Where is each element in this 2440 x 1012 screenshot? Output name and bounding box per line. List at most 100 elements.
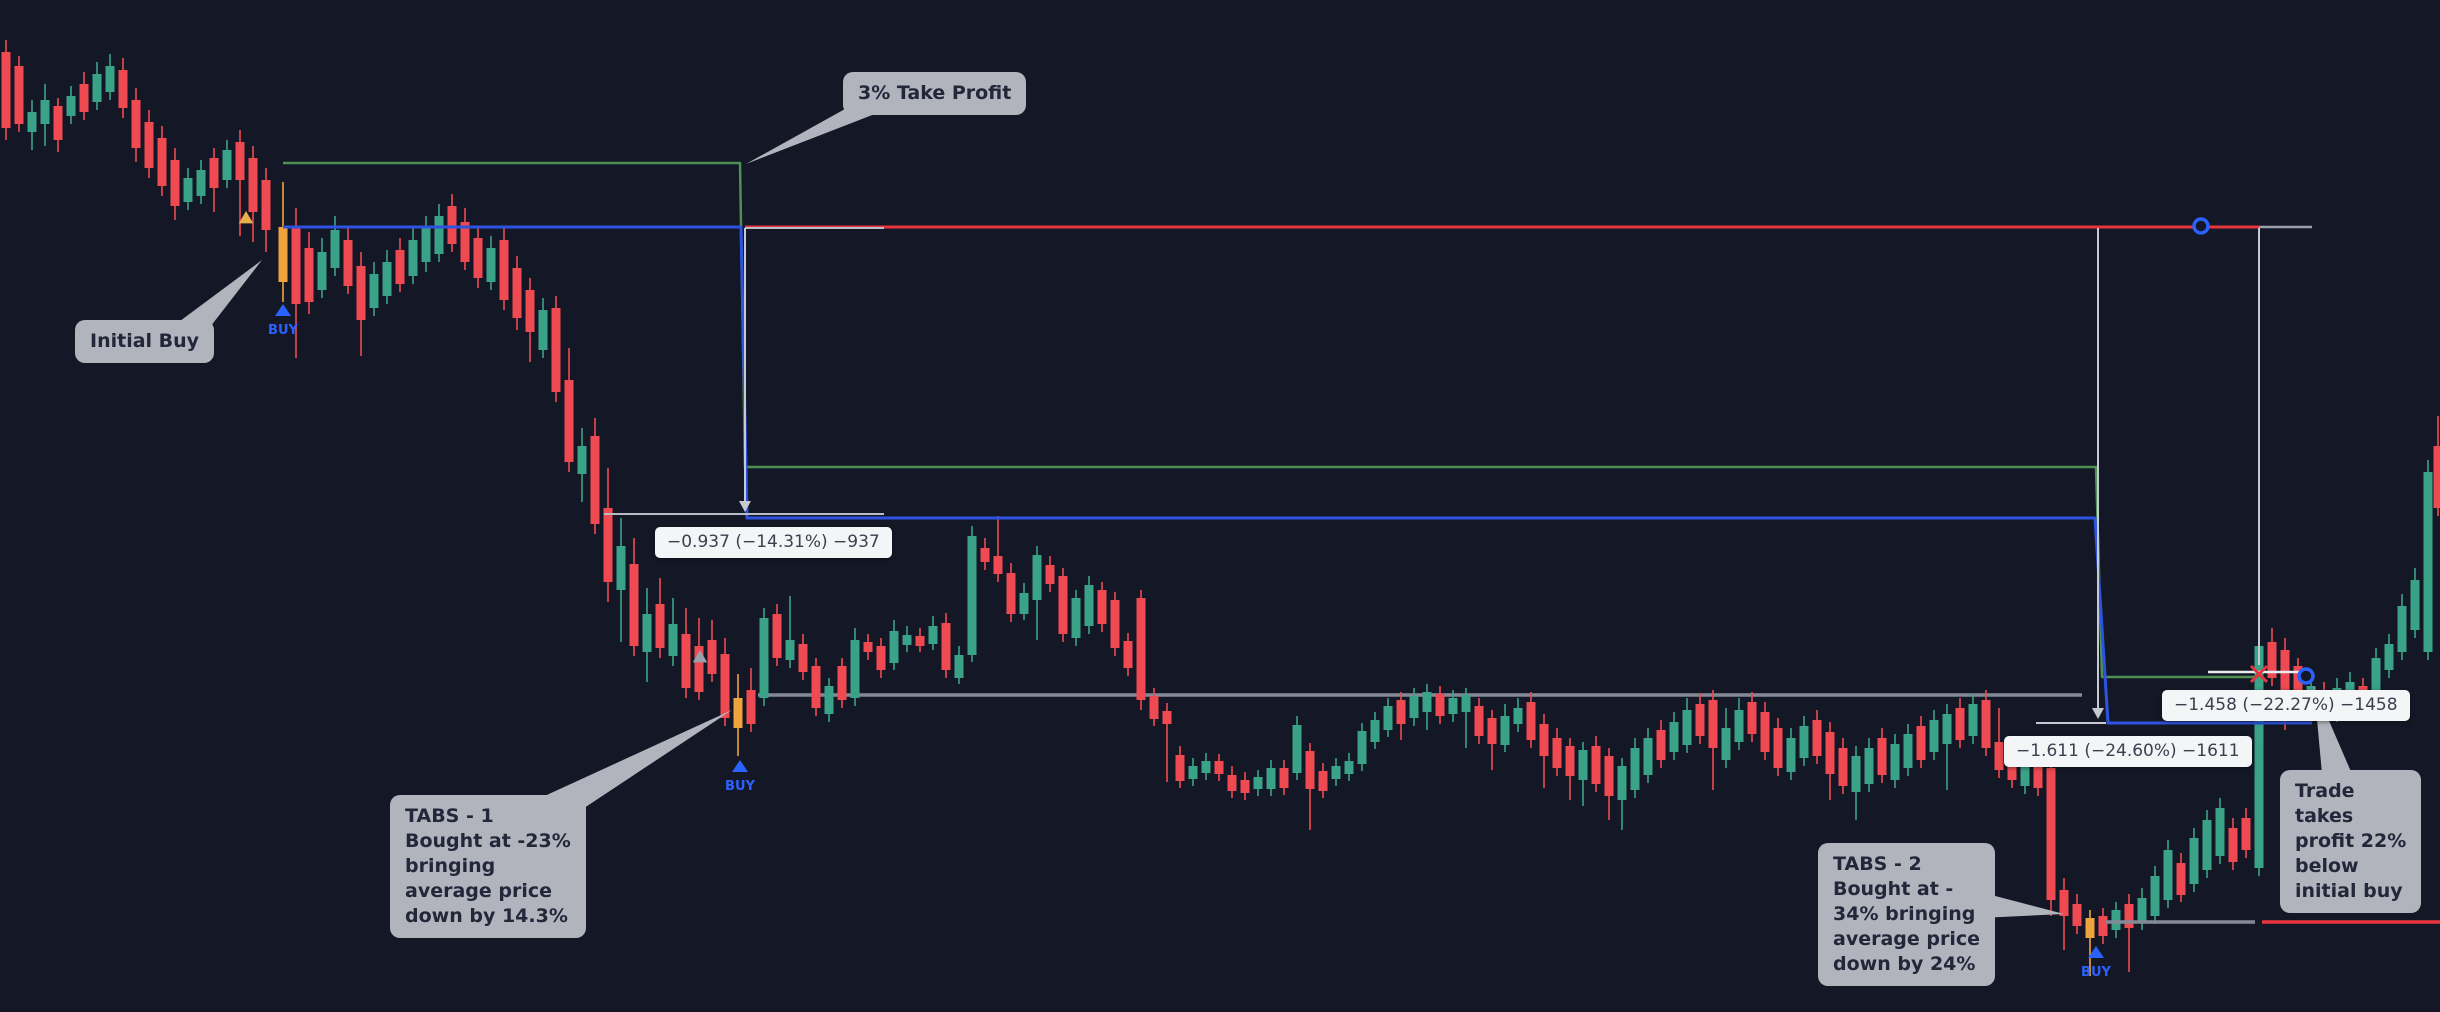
candle — [1370, 720, 1380, 742]
candle — [369, 274, 379, 308]
candle — [1409, 696, 1419, 718]
candle — [1318, 771, 1328, 791]
candle — [941, 623, 951, 670]
candle — [590, 436, 600, 524]
candle — [27, 112, 37, 132]
candle — [499, 240, 509, 300]
callout-trade-exit[interactable]: Trade takes profit 22% below initial buy — [2280, 770, 2422, 914]
candle — [902, 635, 912, 645]
candle — [1838, 748, 1848, 786]
measure1-arrowhead — [739, 501, 751, 512]
candle — [954, 655, 964, 678]
candle — [2410, 580, 2420, 630]
candle — [1487, 718, 1497, 744]
measure-label-1458[interactable]: −1.458 (−22.27%) −1458 — [2162, 690, 2410, 721]
candle — [1019, 593, 1029, 614]
candle — [434, 216, 444, 254]
candle — [733, 698, 743, 728]
candle — [66, 96, 76, 116]
average-price-line[interactable] — [283, 225, 2312, 725]
callout-initial-buy[interactable]: Initial Buy — [75, 320, 215, 364]
candle — [681, 634, 691, 688]
candle — [1175, 755, 1185, 781]
candle — [1565, 746, 1575, 776]
candle — [980, 548, 990, 562]
candle — [1500, 716, 1510, 745]
candle — [356, 266, 366, 320]
candle — [1890, 744, 1900, 780]
candle — [183, 178, 193, 202]
candle — [118, 70, 128, 108]
candle — [694, 646, 704, 692]
candle — [1448, 698, 1458, 714]
candle — [447, 206, 457, 244]
candle — [1474, 706, 1484, 736]
measure-label-1611[interactable]: −1.611 (−24.60%) −1611 — [2004, 736, 2252, 767]
candle — [1279, 768, 1289, 788]
candle — [1877, 738, 1887, 775]
candle — [1032, 555, 1042, 600]
candle — [92, 74, 102, 102]
candle — [278, 227, 288, 282]
candle — [382, 262, 392, 296]
candle — [209, 158, 219, 188]
candle — [304, 248, 314, 302]
candle — [1981, 700, 1991, 748]
candle — [1305, 751, 1315, 789]
entry-line-handle[interactable] — [2192, 217, 2210, 235]
candle — [1227, 775, 1237, 791]
candle — [14, 66, 24, 124]
candle — [261, 180, 271, 230]
candle — [1435, 694, 1445, 716]
candle — [655, 604, 665, 648]
exit-line-handle[interactable] — [2297, 667, 2315, 685]
candle — [993, 556, 1003, 574]
candle — [1721, 728, 1731, 760]
candle — [1552, 738, 1562, 768]
candle — [772, 614, 782, 658]
candle — [53, 106, 63, 140]
candle — [1656, 730, 1666, 760]
candle — [1591, 746, 1601, 784]
candle — [1799, 726, 1809, 758]
candle — [1942, 714, 1952, 744]
candle — [798, 644, 808, 672]
candle — [1695, 704, 1705, 736]
candle — [746, 690, 756, 724]
candle — [707, 640, 717, 674]
candle — [1396, 700, 1406, 724]
candle — [1526, 702, 1536, 740]
candle — [2228, 828, 2238, 862]
callout-tabs-2[interactable]: TABS - 2 Bought at - 34% bringing averag… — [1818, 843, 1996, 987]
take-profit-line[interactable] — [283, 161, 2259, 679]
candle — [1812, 720, 1822, 756]
candle — [486, 248, 496, 282]
candle — [759, 618, 769, 698]
candle — [2072, 904, 2082, 926]
candle — [2384, 644, 2394, 670]
candle — [2433, 446, 2440, 508]
candle — [222, 150, 232, 180]
candle — [1357, 731, 1367, 764]
candle — [317, 252, 327, 290]
candle — [1084, 585, 1094, 626]
buy-marker-tabs2-icon — [2088, 946, 2104, 958]
candle — [1045, 565, 1055, 584]
candle — [1188, 766, 1198, 779]
candle — [144, 122, 154, 168]
candle — [538, 310, 548, 350]
candle — [1643, 738, 1653, 775]
candle — [1136, 598, 1146, 700]
callout-tabs-1[interactable]: TABS - 1 Bought at -23% bringing average… — [390, 795, 586, 939]
callout-take-profit[interactable]: 3% Take Profit — [843, 72, 1027, 116]
candle — [1708, 700, 1718, 748]
candle — [131, 100, 141, 148]
candle — [1539, 724, 1549, 756]
candle — [473, 238, 483, 278]
candle — [2085, 918, 2095, 938]
candle — [1201, 761, 1211, 773]
measure-label-937[interactable]: −0.937 (−14.31%) −937 — [655, 527, 892, 558]
candle — [2215, 808, 2225, 856]
candle — [291, 226, 301, 304]
candle — [577, 446, 587, 474]
